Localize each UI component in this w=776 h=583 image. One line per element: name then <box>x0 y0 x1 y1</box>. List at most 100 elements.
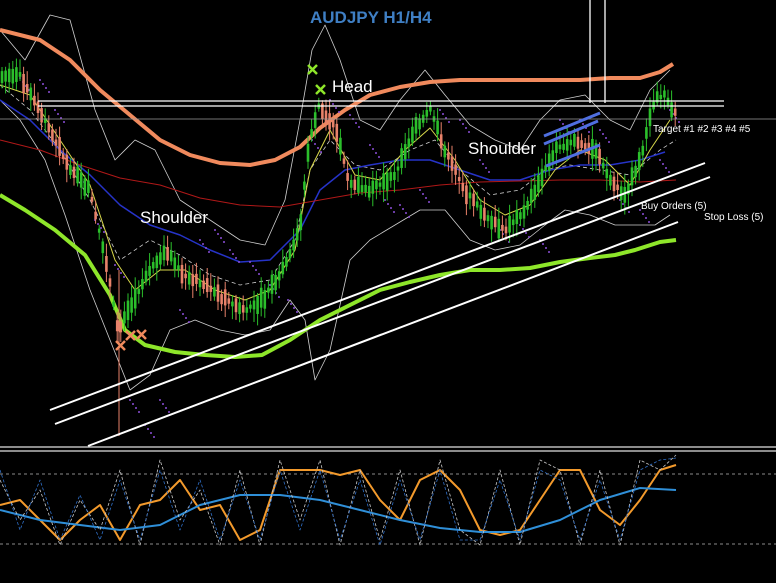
candle-body <box>43 118 47 123</box>
dot <box>542 243 544 245</box>
dot <box>548 251 550 253</box>
dot <box>97 223 99 225</box>
candle-body <box>594 143 598 159</box>
dot <box>138 411 140 413</box>
dot <box>408 216 410 218</box>
candle-body <box>169 250 173 262</box>
dot <box>132 403 134 405</box>
dot <box>317 147 319 149</box>
dot <box>123 276 125 278</box>
candle-body <box>25 84 29 93</box>
flag-line-upper-2 <box>543 119 599 146</box>
dot <box>445 117 447 119</box>
candle-body <box>529 188 533 204</box>
candle-body <box>213 287 216 297</box>
candle-body <box>407 138 411 148</box>
dot <box>232 253 234 255</box>
candle-body <box>339 137 342 155</box>
candle-body <box>285 257 288 267</box>
candle-body <box>673 108 677 116</box>
candle-body <box>627 183 630 195</box>
candle-body <box>645 127 648 139</box>
dot <box>608 141 610 143</box>
dot <box>269 284 271 286</box>
candle-body <box>173 257 177 270</box>
dot <box>39 79 41 81</box>
candle-body <box>558 144 562 150</box>
candle-body <box>263 290 267 309</box>
trend-moving-average <box>0 193 677 359</box>
candle-body <box>321 103 324 120</box>
candle-body <box>295 228 299 241</box>
dot <box>290 303 292 305</box>
dot <box>375 152 377 154</box>
candle-body <box>537 175 540 193</box>
candle-body <box>468 192 472 199</box>
candle-body <box>447 152 450 160</box>
dot <box>405 212 407 214</box>
candle-body <box>623 186 627 203</box>
dot <box>419 189 421 191</box>
flag-line-lower <box>545 143 601 168</box>
dot <box>293 307 295 309</box>
candle-body <box>7 68 11 83</box>
candle-body <box>101 241 105 254</box>
head-marker-2 <box>315 84 326 95</box>
candle-body <box>598 148 601 165</box>
candle-body <box>637 152 641 171</box>
candle-body <box>533 184 537 200</box>
candle-body <box>324 110 328 124</box>
candle-body <box>133 288 137 309</box>
dot <box>562 123 564 125</box>
candle-body <box>22 73 25 94</box>
candle-body <box>4 70 7 82</box>
candle-body <box>328 113 331 130</box>
right-shoulder-label: Shoulder <box>468 139 536 158</box>
candle-body <box>259 287 263 308</box>
dot <box>57 113 59 115</box>
candle-body <box>601 162 605 169</box>
dot <box>349 114 351 116</box>
candle-body <box>670 102 673 118</box>
dot <box>159 399 161 401</box>
candle-body <box>443 145 447 158</box>
candle-body <box>79 172 83 188</box>
candle-body <box>479 204 483 219</box>
dot <box>217 233 219 235</box>
dot <box>165 407 167 409</box>
dot <box>188 321 190 323</box>
dot <box>332 103 334 105</box>
dot <box>369 144 371 146</box>
red-moving-average <box>0 139 677 208</box>
candle-body <box>663 90 666 98</box>
candle-body <box>472 193 475 207</box>
candle-body <box>313 112 317 128</box>
dot <box>182 313 184 315</box>
dot <box>63 121 65 123</box>
candle-body <box>198 279 202 288</box>
candle-body <box>54 139 58 146</box>
candle-body <box>162 245 166 261</box>
blue-moving-average <box>0 99 666 263</box>
dot <box>387 203 389 205</box>
candle-body <box>18 72 22 77</box>
candle-body <box>220 294 223 305</box>
candle-body <box>36 101 40 113</box>
candle-body <box>288 249 292 259</box>
candle-body <box>349 179 353 188</box>
dot <box>338 111 340 113</box>
dot <box>117 268 119 270</box>
dot <box>678 121 680 123</box>
dot <box>439 109 441 111</box>
candle-body <box>371 180 375 194</box>
candle-body <box>511 219 515 226</box>
candle-body <box>310 129 313 137</box>
dot <box>255 269 257 271</box>
dot <box>528 236 530 238</box>
candle-body <box>501 224 504 231</box>
candle-body <box>47 123 51 133</box>
dot <box>48 91 50 93</box>
candle-body <box>141 279 144 290</box>
candle-body <box>130 297 133 313</box>
